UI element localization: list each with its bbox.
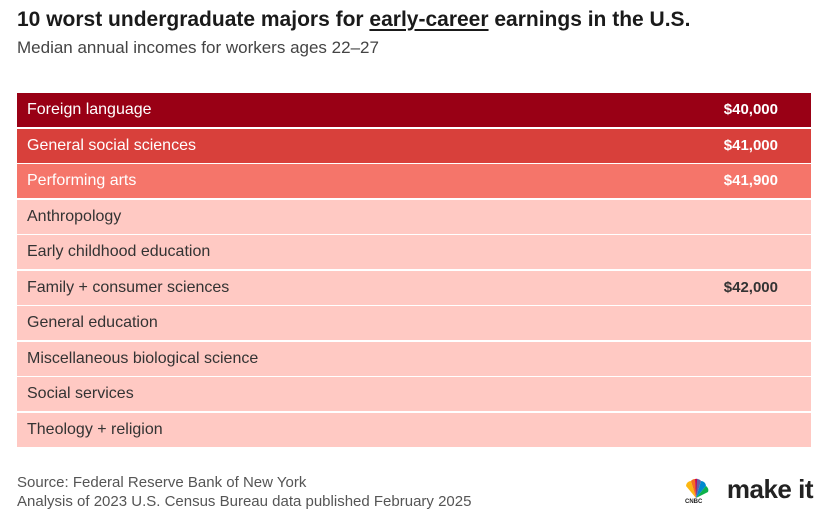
table-row: Theology + religion	[17, 412, 811, 447]
source-line: Source: Federal Reserve Bank of New York	[17, 474, 307, 491]
table-row: Social services	[17, 377, 811, 411]
title-underlined: early-career	[369, 8, 489, 31]
title-part: 10 worst undergraduate majors for	[17, 8, 370, 31]
row-label: General education	[27, 314, 158, 331]
logo-text: make it	[726, 474, 814, 504]
subtitle: Median annual incomes for workers ages 2…	[17, 38, 379, 57]
row-label: Early childhood education	[27, 243, 211, 260]
logo: CNBC make it	[683, 474, 814, 510]
table-row: Miscellaneous biological science	[17, 341, 811, 376]
row-label: Anthropology	[27, 207, 122, 225]
row-value: $40,000	[723, 101, 778, 118]
row-value: $42,000	[723, 278, 778, 296]
row-label: Social services	[27, 385, 134, 402]
row-value: $41,900	[723, 172, 778, 189]
row-value: $41,000	[723, 136, 778, 154]
row-label: Theology + religion	[27, 420, 163, 438]
row-label: Foreign language	[27, 101, 152, 118]
table-row: Anthropology	[17, 199, 811, 234]
row-label: General social sciences	[27, 136, 196, 154]
peacock-icon	[686, 478, 709, 498]
table-row: Foreign language $40,000	[17, 93, 811, 127]
title: 10 worst undergraduate majors for early-…	[17, 8, 690, 32]
row-label: Performing arts	[27, 172, 137, 189]
row-label: Family + consumer sciences	[27, 278, 230, 296]
table-row: General social sciences $41,000	[17, 128, 811, 163]
table-row: Early childhood education	[17, 235, 811, 269]
title-part: earnings in the U.S.	[488, 8, 691, 31]
table: Foreign language $40,000 General social sc…	[17, 93, 811, 448]
table-row: Family + consumer sciences $42,000	[17, 270, 811, 305]
table-row: General education	[17, 306, 811, 340]
table-row: Performing arts $41,900	[17, 164, 811, 198]
source-line: Analysis of 2023 U.S. Census Bureau data…	[17, 493, 472, 510]
network-name: CNBC	[685, 499, 703, 505]
row-label: Miscellaneous biological science	[27, 349, 259, 367]
